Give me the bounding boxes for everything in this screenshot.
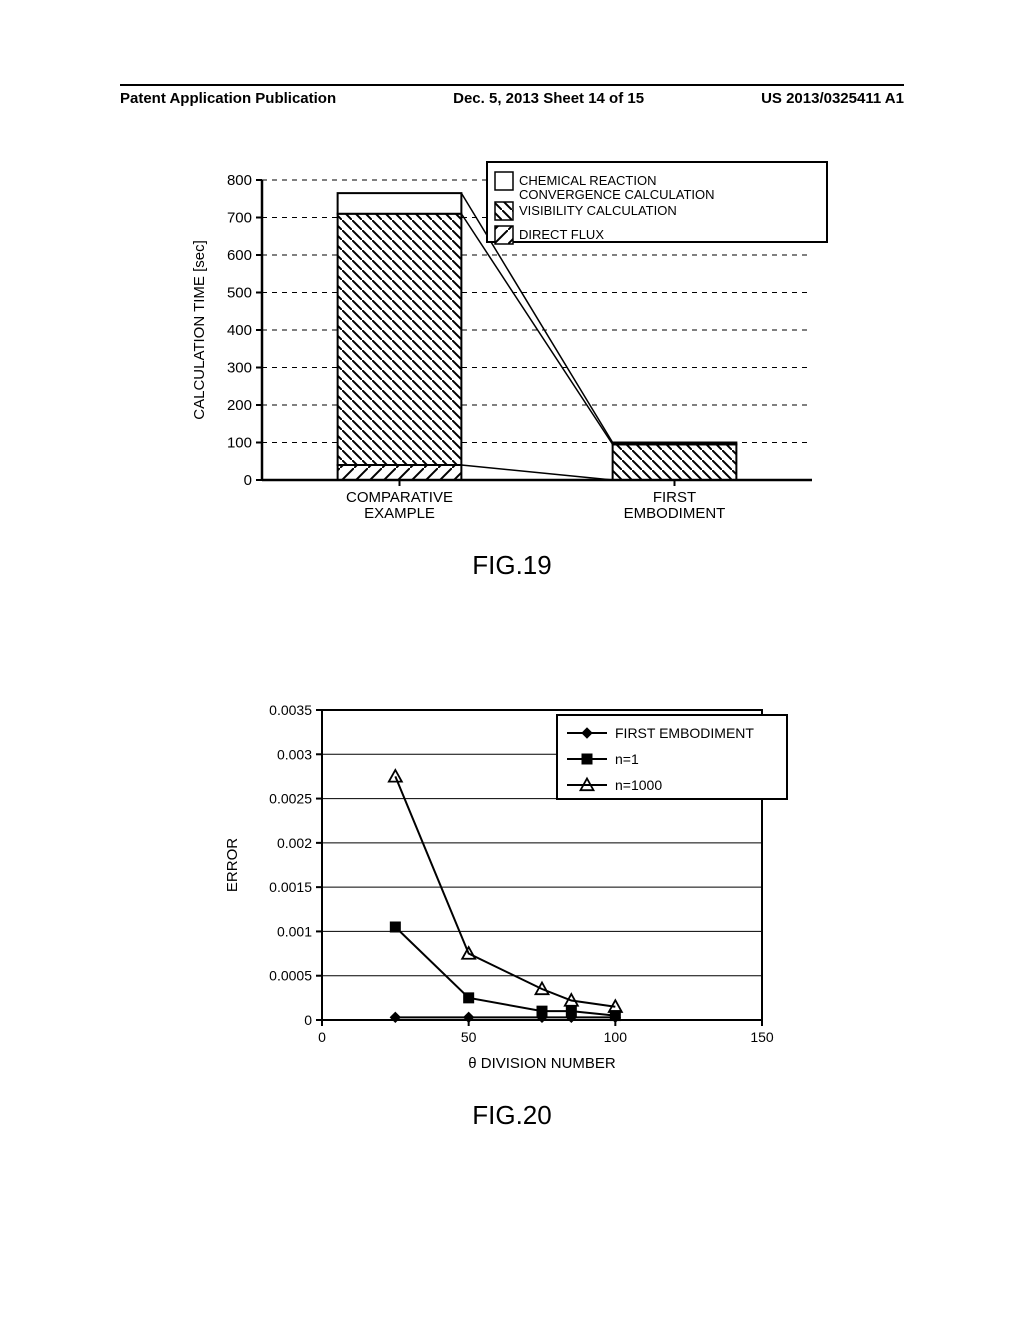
svg-text:600: 600 (227, 247, 252, 264)
svg-text:0: 0 (318, 1029, 326, 1045)
svg-text:0.001: 0.001 (277, 923, 312, 939)
svg-text:n=1000: n=1000 (615, 777, 662, 793)
svg-text:0.0015: 0.0015 (269, 879, 312, 895)
svg-text:DIRECT FLUX: DIRECT FLUX (519, 227, 604, 242)
svg-text:100: 100 (604, 1029, 628, 1045)
svg-text:n=1: n=1 (615, 751, 639, 767)
svg-text:FIRST: FIRST (653, 489, 696, 506)
header-center: Dec. 5, 2013 Sheet 14 of 15 (453, 90, 644, 107)
svg-text:0.0035: 0.0035 (269, 702, 312, 718)
figure-20: 0 0.0005 0.001 0.0015 0.002 0.0025 0.003 0.0035… (172, 690, 852, 1120)
svg-text:0: 0 (244, 472, 252, 489)
svg-text:0: 0 (304, 1012, 312, 1028)
svg-text:0.003: 0.003 (277, 746, 312, 762)
header-rule (120, 84, 904, 86)
svg-text:CALCULATION TIME [sec]: CALCULATION TIME [sec] (191, 240, 208, 419)
svg-text:θ DIVISION NUMBER: θ DIVISION NUMBER (468, 1055, 616, 1072)
svg-text:EMBODIMENT: EMBODIMENT (624, 505, 726, 522)
svg-text:0.0005: 0.0005 (269, 968, 312, 984)
svg-text:VISIBILITY CALCULATION: VISIBILITY CALCULATION (519, 203, 677, 218)
svg-text:500: 500 (227, 285, 252, 302)
svg-text:0.002: 0.002 (277, 835, 312, 851)
svg-text:100: 100 (227, 435, 252, 452)
svg-text:150: 150 (750, 1029, 774, 1045)
figure-19: 0 100 200 300 400 500 600 700 800 COMPARATIVEEXAM… (172, 160, 852, 540)
fig20-chart: 0 0.0005 0.001 0.0015 0.002 0.0025 0.003 0.0035… (172, 690, 852, 1080)
svg-text:200: 200 (227, 397, 252, 414)
fig19-chart: 0 100 200 300 400 500 600 700 800 COMPARATIVEEXAM… (172, 160, 852, 530)
svg-text:0.0025: 0.0025 (269, 791, 312, 807)
header-right: US 2013/0325411 A1 (761, 90, 904, 107)
svg-text:50: 50 (461, 1029, 477, 1045)
fig20-label: FIG.20 (172, 1100, 852, 1131)
svg-text:ERROR: ERROR (224, 838, 241, 892)
header-left: Patent Application Publication (120, 90, 336, 107)
svg-text:800: 800 (227, 172, 252, 189)
svg-text:400: 400 (227, 322, 252, 339)
fig19-label: FIG.19 (172, 550, 852, 581)
svg-text:EXAMPLE: EXAMPLE (364, 505, 435, 522)
svg-text:CONVERGENCE CALCULATION: CONVERGENCE CALCULATION (519, 187, 715, 202)
svg-text:300: 300 (227, 360, 252, 377)
svg-text:COMPARATIVE: COMPARATIVE (346, 489, 453, 506)
svg-text:CHEMICAL REACTION: CHEMICAL REACTION (519, 173, 656, 188)
svg-text:FIRST EMBODIMENT: FIRST EMBODIMENT (615, 725, 754, 741)
svg-text:700: 700 (227, 210, 252, 227)
page-header: Patent Application Publication Dec. 5, 2… (120, 90, 904, 107)
